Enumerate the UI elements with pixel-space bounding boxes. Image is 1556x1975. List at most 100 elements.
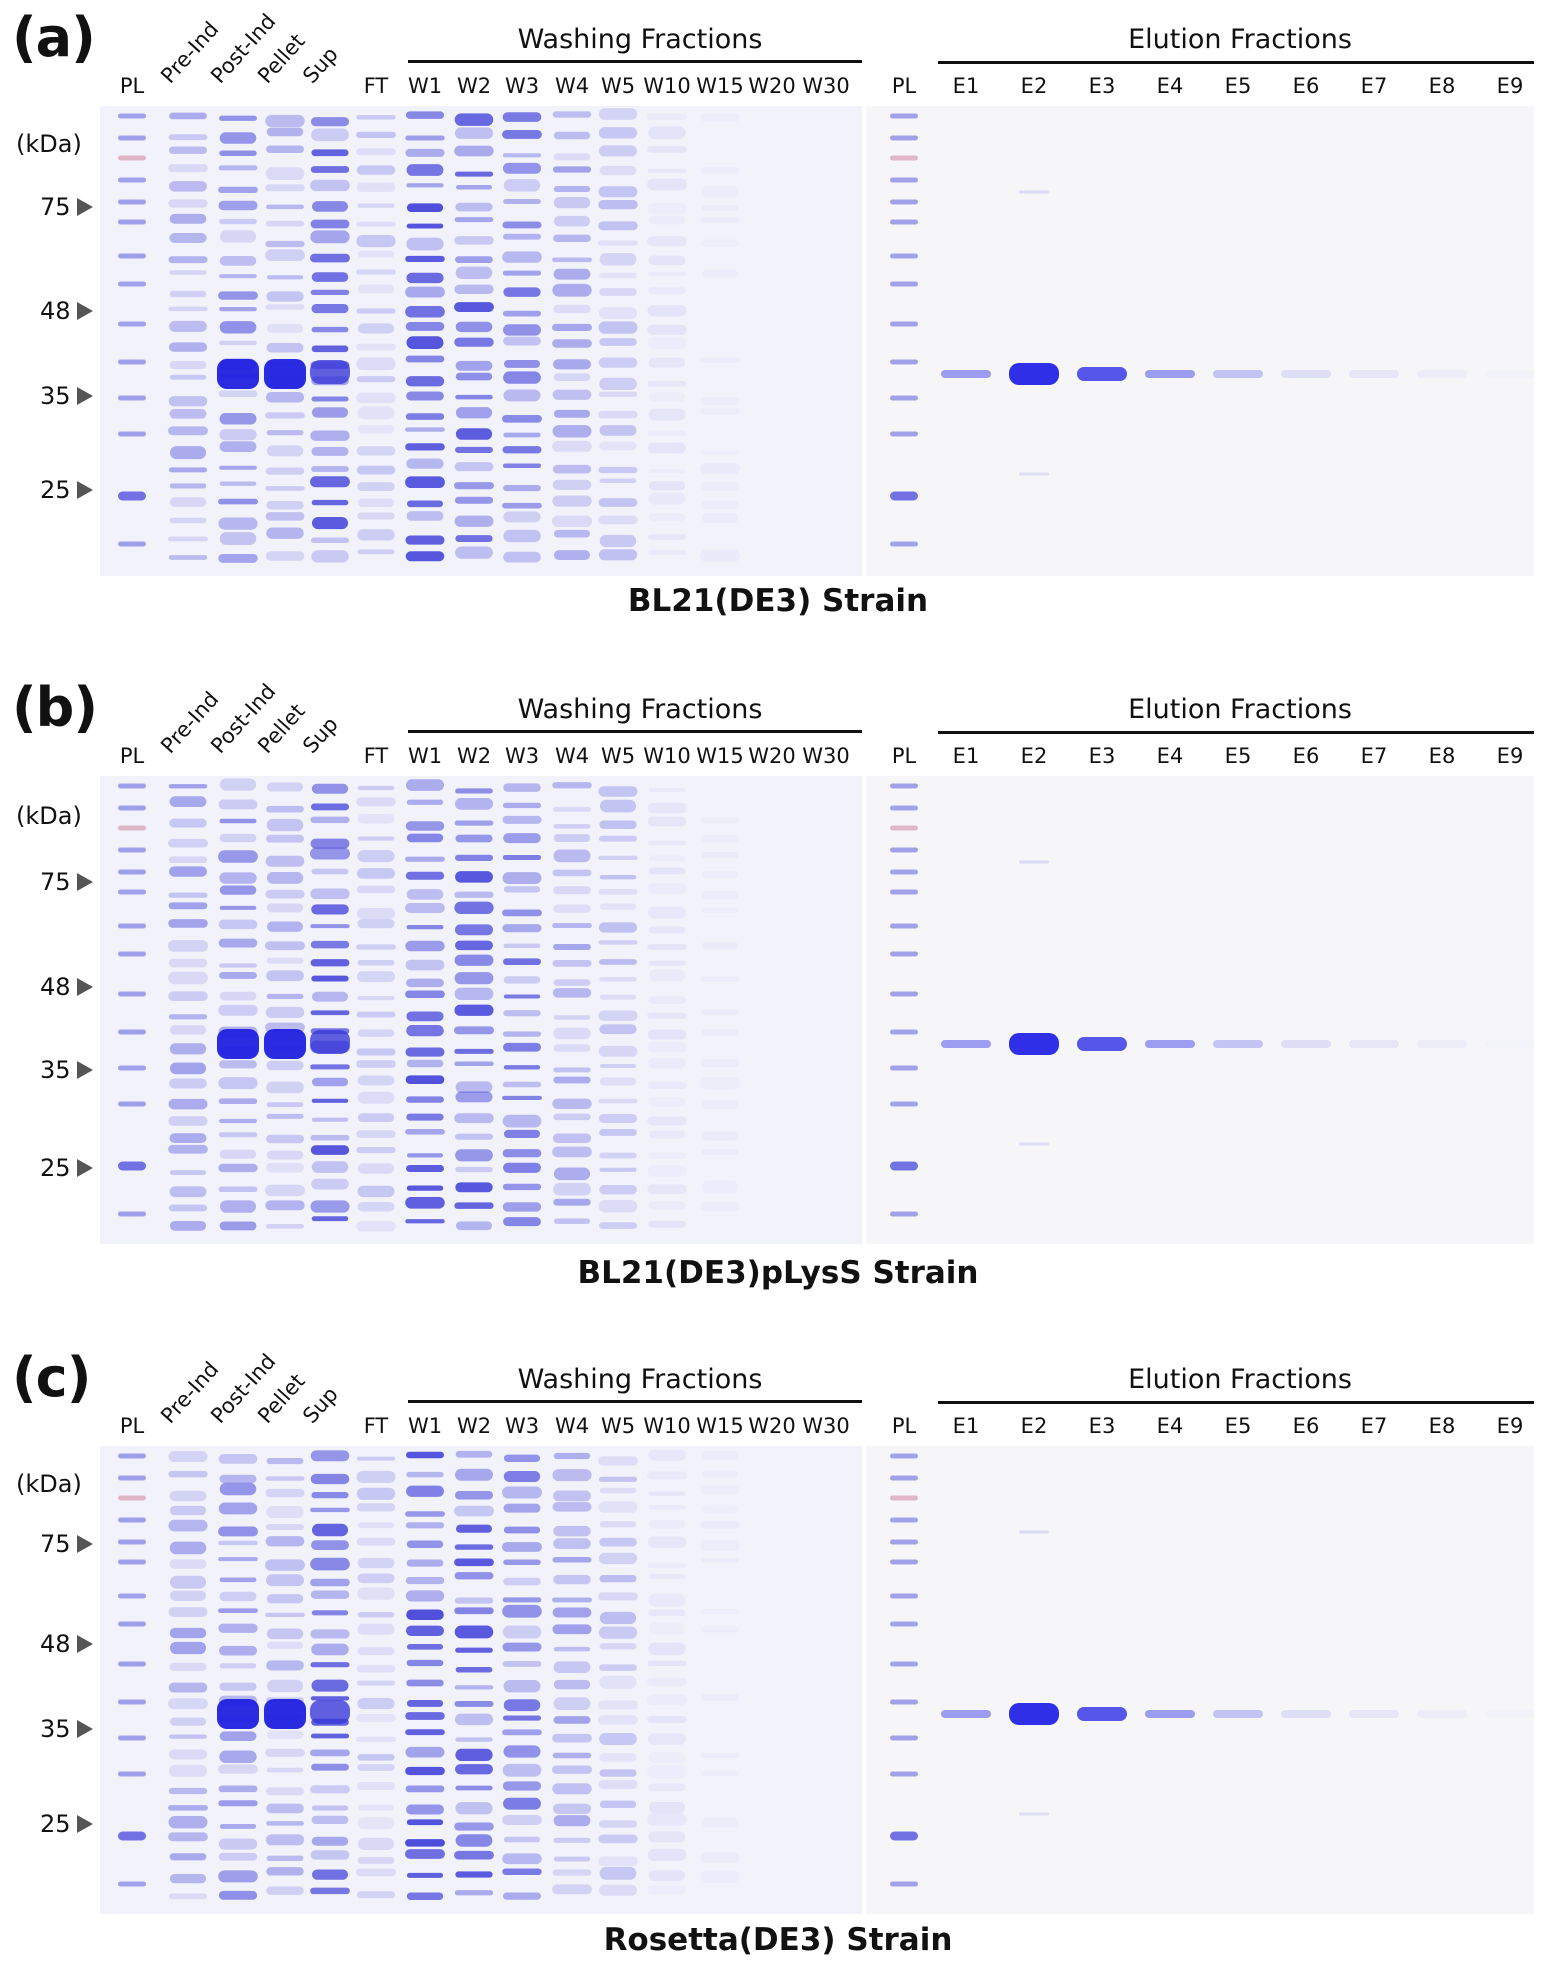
protein-band: [455, 1221, 493, 1231]
protein-band: [310, 430, 350, 441]
protein-band: [598, 1834, 638, 1844]
gel-image-right: [866, 106, 1534, 576]
protein-band: [454, 1625, 494, 1639]
lane-label-w30: W30: [802, 74, 850, 98]
ladder-band: [890, 199, 918, 205]
protein-band: [219, 1482, 257, 1496]
protein-band: [502, 463, 542, 468]
protein-band: [503, 1065, 541, 1070]
protein-band: [454, 1850, 494, 1860]
protein-band: [310, 847, 350, 860]
protein-band: [311, 1836, 349, 1846]
protein-band: [647, 178, 687, 191]
protein-band: [219, 481, 257, 486]
strain-caption: Rosetta(DE3) Strain: [603, 1922, 953, 1958]
protein-band: [218, 1800, 258, 1807]
protein-band: [405, 443, 445, 451]
protein-band: [406, 1700, 444, 1707]
gel-background: [866, 106, 1534, 576]
protein-band: [648, 1802, 686, 1814]
protein-band: [218, 1870, 258, 1883]
protein-band: [310, 289, 350, 295]
protein-band: [598, 240, 638, 246]
elution-band: [1281, 370, 1331, 378]
protein-band: [454, 462, 494, 472]
protein-band: [219, 429, 257, 441]
protein-band: [266, 1787, 304, 1796]
protein-band: [599, 874, 637, 880]
protein-band: [503, 179, 541, 192]
protein-band: [648, 1642, 686, 1656]
protein-band: [599, 165, 637, 176]
protein-band: [219, 1577, 257, 1583]
protein-band: [357, 250, 395, 258]
marker-arrow-icon: [76, 198, 93, 216]
protein-band: [218, 291, 258, 300]
protein-band: [552, 166, 592, 173]
protein-band: [648, 287, 686, 295]
protein-band: [648, 1201, 686, 1210]
protein-band: [598, 1045, 638, 1057]
protein-band: [311, 516, 349, 530]
ladder-band: [118, 869, 146, 875]
protein-band: [405, 111, 445, 119]
protein-band: [647, 203, 686, 214]
ladder-band: [890, 1453, 918, 1459]
ladder-band: [890, 395, 918, 401]
protein-band: [168, 306, 208, 312]
elution-band: [1145, 370, 1195, 378]
lane-label-pl: PL: [119, 744, 145, 768]
protein-band: [357, 529, 395, 541]
protein-band: [356, 148, 396, 156]
protein-band: [648, 255, 686, 266]
protein-band: [702, 1471, 738, 1478]
protein-band: [552, 464, 592, 474]
elution-band: [1077, 1707, 1127, 1721]
faint-band: [1019, 1812, 1049, 1816]
protein-band: [502, 1853, 542, 1865]
lane-label-w20: W20: [748, 744, 796, 768]
protein-band: [168, 991, 208, 1001]
protein-band: [311, 396, 349, 402]
ladder-band: [890, 491, 918, 501]
protein-band: [357, 1698, 395, 1710]
protein-band: [218, 850, 258, 863]
protein-band: [266, 1886, 304, 1895]
protein-band: [265, 1612, 305, 1618]
lane-label-e9: E9: [1496, 744, 1524, 768]
protein-band: [454, 924, 494, 936]
protein-band: [168, 1749, 208, 1760]
protein-band: [502, 1095, 542, 1101]
protein-band: [599, 252, 637, 266]
protein-band: [648, 492, 686, 505]
elution-band: [1417, 1040, 1467, 1048]
protein-band: [406, 889, 444, 900]
protein-band: [455, 1748, 493, 1762]
protein-band: [502, 1486, 542, 1499]
protein-band: [701, 167, 740, 173]
protein-band: [598, 391, 638, 397]
marker-value: 75: [40, 1530, 71, 1558]
protein-band: [406, 237, 444, 251]
protein-band: [219, 532, 257, 545]
protein-band: [455, 1785, 493, 1791]
protein-band: [219, 1645, 257, 1656]
protein-band: [455, 372, 493, 381]
ladder-band: [890, 991, 918, 997]
ladder-band: [890, 1517, 918, 1523]
ladder-band: [890, 1539, 918, 1545]
protein-band: [553, 550, 591, 560]
marker-48: 48: [40, 973, 93, 1001]
protein-band: [266, 1821, 304, 1826]
protein-band: [266, 834, 304, 843]
protein-band: [218, 553, 258, 563]
protein-band: [266, 127, 304, 137]
protein-band: [310, 1064, 350, 1070]
protein-band: [553, 1490, 591, 1502]
protein-band: [310, 1507, 350, 1513]
protein-band: [310, 924, 350, 929]
protein-band: [169, 361, 207, 370]
gel-image-right: [866, 1446, 1534, 1914]
marker-arrow-icon: [76, 387, 93, 405]
protein-band: [169, 1221, 207, 1231]
